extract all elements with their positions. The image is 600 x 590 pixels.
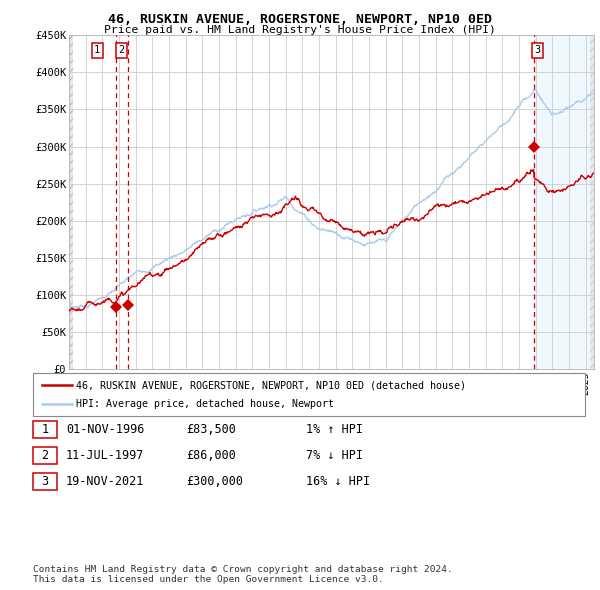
Bar [69,35,73,369]
Bar [533,35,594,369]
Text: 3: 3 [534,45,541,55]
Text: Price paid vs. HM Land Registry's House Price Index (HPI): Price paid vs. HM Land Registry's House … [104,25,496,35]
Text: 1% ↑ HPI: 1% ↑ HPI [306,423,363,436]
Text: 1: 1 [94,45,100,55]
Text: 2: 2 [118,45,125,55]
Text: 16% ↓ HPI: 16% ↓ HPI [306,475,370,488]
Text: £300,000: £300,000 [186,475,243,488]
Text: Contains HM Land Registry data © Crown copyright and database right 2024.
This d: Contains HM Land Registry data © Crown c… [33,565,453,584]
Text: £83,500: £83,500 [186,423,236,436]
Text: 19-NOV-2021: 19-NOV-2021 [66,475,145,488]
Text: 1: 1 [41,423,49,436]
Bar [590,35,598,369]
Text: 46, RUSKIN AVENUE, ROGERSTONE, NEWPORT, NP10 0ED: 46, RUSKIN AVENUE, ROGERSTONE, NEWPORT, … [108,13,492,26]
Text: 11-JUL-1997: 11-JUL-1997 [66,449,145,462]
Text: 7% ↓ HPI: 7% ↓ HPI [306,449,363,462]
Text: £86,000: £86,000 [186,449,236,462]
Text: HPI: Average price, detached house, Newport: HPI: Average price, detached house, Newp… [76,399,334,409]
Text: 3: 3 [41,475,49,488]
Text: 01-NOV-1996: 01-NOV-1996 [66,423,145,436]
Text: 46, RUSKIN AVENUE, ROGERSTONE, NEWPORT, NP10 0ED (detached house): 46, RUSKIN AVENUE, ROGERSTONE, NEWPORT, … [76,381,466,391]
Text: 2: 2 [41,449,49,462]
